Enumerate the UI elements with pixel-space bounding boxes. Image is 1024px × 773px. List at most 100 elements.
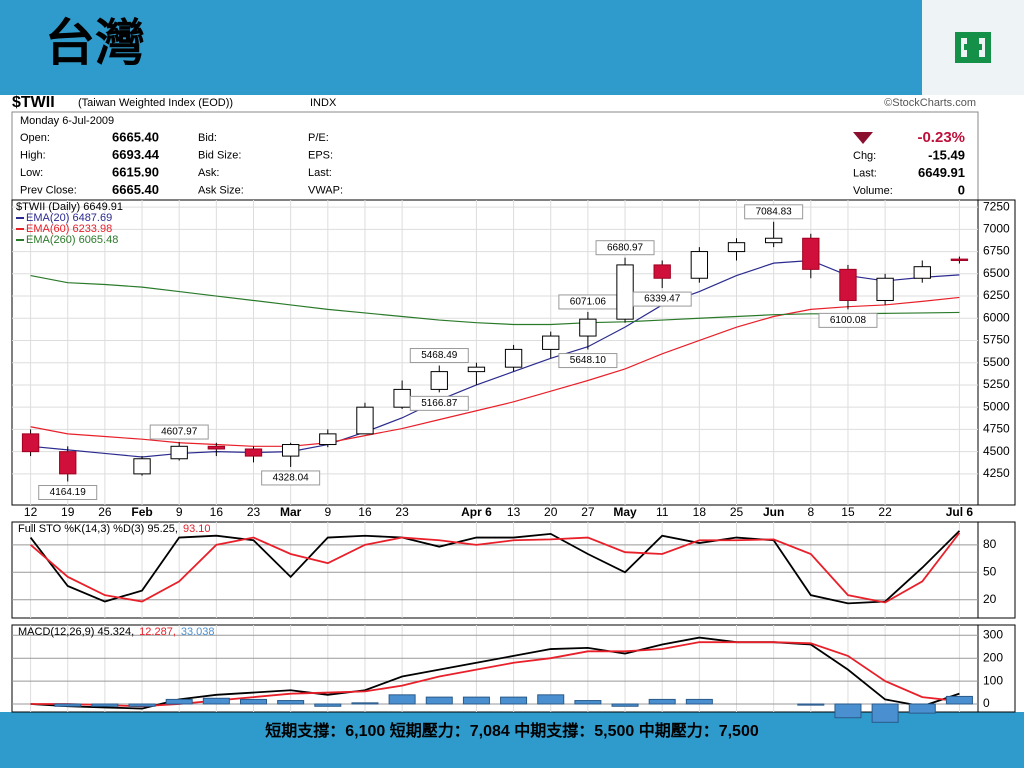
annotation-box — [595, 240, 655, 256]
candle-body — [913, 266, 931, 279]
info-label: Volume: — [853, 185, 893, 197]
footer-bar — [0, 712, 1024, 768]
x-tick-label: 25 — [730, 505, 744, 519]
y-tick-label: 300 — [983, 627, 1003, 641]
legend-title: $TWII (Daily) 6649.91 — [16, 201, 123, 213]
histogram-bar — [574, 700, 602, 705]
symbol: $TWII — [12, 94, 55, 111]
info-cell: VWAP: — [308, 184, 343, 196]
histogram-bar — [202, 697, 230, 705]
footer-text: 短期支撐：6,100 短期壓力：7,084 中期支撐：5,500 中期壓力：7,… — [265, 721, 759, 740]
y-tick-label: 0 — [983, 696, 990, 710]
legend-entry: EMA(260) 6065.48 — [26, 234, 118, 246]
legend-entry: EMA(20) 6487.69 — [26, 212, 112, 224]
series-line — [29, 532, 961, 604]
info-cell: Bid Size: — [198, 149, 241, 161]
candle-body — [579, 318, 597, 337]
x-tick-label: 18 — [693, 505, 707, 519]
annotation: 6339.47 — [644, 294, 681, 305]
change-pct: -0.23% — [917, 129, 965, 146]
info-cell: 6615.90 — [112, 164, 159, 179]
x-tick-label: 19 — [61, 505, 75, 519]
info-cell: 6665.40 — [112, 129, 159, 144]
x-tick-label: 16 — [358, 505, 372, 519]
histogram-bar — [685, 698, 713, 705]
annotation: 6100.08 — [830, 315, 867, 326]
legend: Full STO %K(14,3) %D(3) 95.25, 93.10 — [18, 523, 211, 535]
legend: MACD(12,26,9) 45.324, 12.287, 33.038 — [18, 626, 215, 638]
annotation-box — [818, 312, 878, 328]
histogram-bar — [611, 703, 639, 707]
y-tick-label: 5750 — [983, 333, 1010, 347]
info-cell: 6693.44 — [112, 147, 160, 162]
candle-body — [21, 433, 40, 453]
histogram-bar — [462, 696, 490, 705]
annotation: 5166.87 — [421, 398, 458, 409]
series-line — [30, 296, 960, 447]
annotation: 7084.83 — [756, 206, 793, 217]
x-tick-label: Jun — [763, 505, 784, 519]
x-tick-label: 16 — [210, 505, 224, 519]
info-label: Last: — [853, 167, 877, 179]
x-tick-label: 26 — [98, 505, 112, 519]
slide-title: 台灣 — [45, 15, 145, 71]
histogram-bar — [54, 703, 82, 707]
y-tick-label: 200 — [983, 650, 1003, 664]
y-tick-label: 5250 — [983, 377, 1010, 391]
y-tick-label: 7250 — [983, 199, 1010, 213]
series-line — [30, 636, 960, 710]
candle-body — [430, 371, 448, 390]
histogram-bar — [277, 700, 305, 705]
y-tick-label: 6750 — [983, 244, 1010, 258]
histogram-bar — [314, 703, 342, 707]
candle-body — [727, 242, 746, 253]
x-tick-label: 12 — [24, 505, 38, 519]
y-tick-label: 7000 — [983, 222, 1010, 236]
histogram-bar — [945, 695, 973, 705]
x-tick-label: 8 — [807, 505, 814, 519]
histogram-bar — [908, 703, 936, 714]
candle-body — [653, 264, 671, 279]
info-cell: Open: — [20, 132, 50, 144]
legend-entry: 33.038 — [181, 626, 215, 638]
x-tick-label: 9 — [176, 505, 183, 519]
info-value: 0 — [958, 182, 965, 197]
legend-entry: EMA(60) 6233.98 — [26, 223, 112, 235]
x-tick-label: 23 — [247, 505, 261, 519]
histogram-bar — [91, 703, 119, 707]
x-tick-label: 15 — [841, 505, 855, 519]
info-cell: P/E: — [308, 132, 329, 144]
candle-body — [319, 433, 337, 446]
histogram-bar — [537, 694, 565, 705]
annotation-box — [149, 424, 209, 440]
y-tick-label: 6500 — [983, 266, 1010, 280]
info-cell: Ask: — [198, 167, 219, 179]
histogram-bar — [388, 694, 416, 705]
y-tick-label: 50 — [983, 564, 997, 578]
annotation-box — [409, 395, 469, 411]
index-name: (Taiwan Weighted Index (EOD)) — [78, 97, 233, 109]
candle-body — [542, 335, 560, 350]
histogram-bar — [351, 702, 379, 705]
candle-body — [356, 406, 374, 435]
info-value: -15.49 — [928, 147, 965, 162]
y-tick-label: 20 — [983, 592, 997, 606]
info-cell: Prev Close: — [20, 184, 77, 196]
down-arrow — [853, 132, 873, 144]
y-tick-label: 6000 — [983, 310, 1010, 324]
y-tick-label: 80 — [983, 537, 997, 551]
candle-body — [467, 366, 486, 373]
date: Monday 6-Jul-2009 — [20, 115, 114, 127]
candle-body — [207, 445, 226, 450]
info-cell: 6665.40 — [112, 182, 159, 197]
x-tick-label: 13 — [507, 505, 521, 519]
x-tick-label: 20 — [544, 505, 558, 519]
histogram-bar — [128, 703, 156, 707]
histogram-bar — [239, 698, 268, 705]
info-label: Chg: — [853, 150, 876, 162]
series-line — [30, 274, 960, 326]
annotation: 4328.04 — [273, 473, 310, 484]
histogram-bar — [425, 696, 453, 705]
